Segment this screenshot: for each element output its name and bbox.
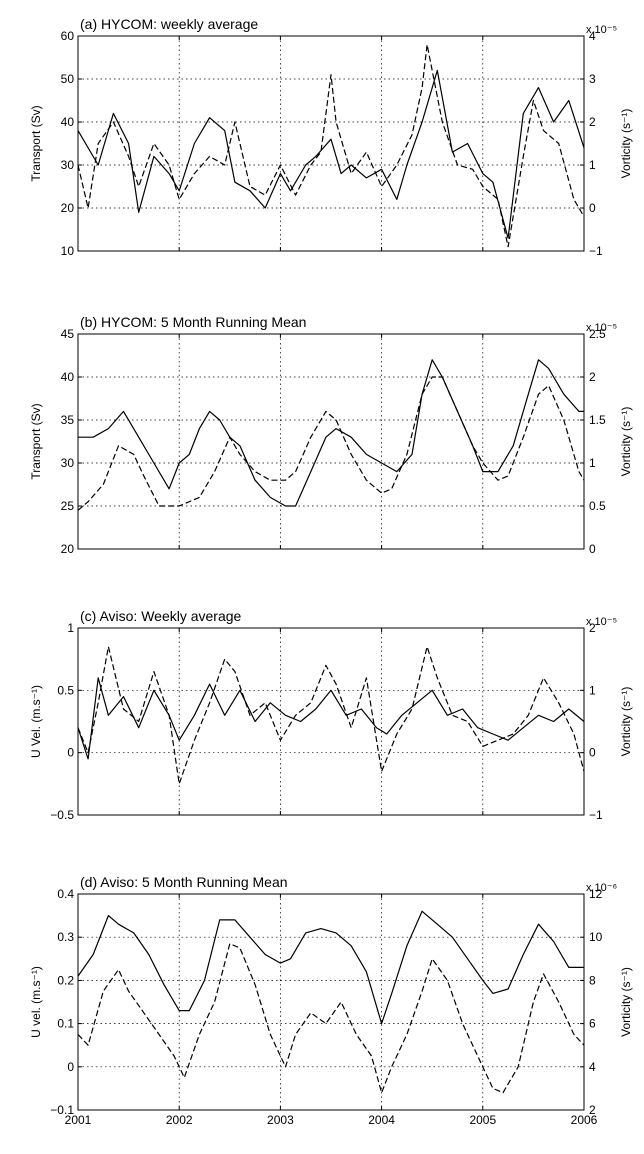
panel-title: (d) Aviso: 5 Month Running Mean [80, 874, 288, 890]
y2-tick-label: 0 [589, 746, 596, 760]
series-line-vorticity [77, 943, 585, 1094]
y2-tick-label: 0 [589, 542, 596, 556]
series-line-main [77, 677, 585, 760]
y2-axis-label: Vorticity (s⁻¹) [619, 109, 633, 179]
x-tick-label: 2002 [166, 1113, 193, 1127]
y-tick-label: 60 [61, 29, 75, 43]
y2-tick-label: 2 [589, 370, 596, 384]
plot-frame [77, 627, 585, 816]
y2-tick-label: 4 [589, 1060, 596, 1074]
y2-tick-label: 2 [589, 621, 596, 635]
y-tick-label: 30 [61, 456, 75, 470]
y2-tick-label: 1 [589, 683, 596, 697]
y-tick-label: 50 [61, 72, 75, 86]
y2-multiplier: x 10⁻⁵ [586, 24, 617, 36]
y-tick-label: −0.5 [50, 808, 74, 822]
y-axis-label: U Vel. (m.s⁻¹) [29, 685, 43, 758]
y-tick-label: 40 [61, 115, 75, 129]
y2-tick-label: 6 [589, 1017, 596, 1031]
panel-title: (c) Aviso: Weekly average [80, 608, 242, 624]
y2-multiplier: x 10⁻⁵ [586, 616, 617, 628]
series-line-vorticity [77, 376, 585, 511]
y2-tick-label: 12 [589, 887, 603, 901]
series-line-main [77, 910, 584, 1025]
y-axis-label: U vel. (m.s⁻¹) [29, 966, 43, 1038]
y-tick-label: 0.3 [57, 930, 74, 944]
y-tick-label: 0.5 [57, 683, 74, 697]
y2-tick-label: 1 [589, 456, 596, 470]
y-tick-label: 20 [61, 201, 75, 215]
y2-tick-label: 0 [589, 201, 596, 215]
y2-tick-label: −1 [589, 808, 603, 822]
y-tick-label: −0.1 [50, 1103, 74, 1117]
y-tick-label: 0.4 [57, 887, 74, 901]
y-tick-label: 25 [61, 499, 75, 513]
plot-frame [77, 35, 585, 252]
y-tick-label: 40 [61, 370, 75, 384]
y2-tick-label: 2.5 [589, 327, 606, 341]
y2-multiplier: x 10⁻⁵ [586, 322, 617, 334]
x-tick-label: 2006 [571, 1113, 598, 1127]
y-tick-label: 20 [61, 542, 75, 556]
y-tick-label: 0.2 [57, 973, 74, 987]
y2-tick-label: 10 [589, 930, 603, 944]
y2-axis-label: Vorticity (s⁻¹) [619, 967, 633, 1037]
y2-tick-label: 2 [589, 115, 596, 129]
x-tick-label: 2003 [267, 1113, 294, 1127]
y2-tick-label: 3 [589, 72, 596, 86]
y-tick-label: 1 [67, 621, 74, 635]
y-axis-label: Transport (Sv) [29, 105, 43, 181]
y-axis-label: Transport (Sv) [29, 403, 43, 479]
series-line-main [78, 359, 584, 507]
plot-frame [77, 333, 585, 550]
panel-title: (a) HYCOM: weekly average [80, 16, 258, 32]
plot-frame [77, 893, 585, 1111]
y2-tick-label: 8 [589, 973, 596, 987]
y2-tick-label: −1 [589, 244, 603, 258]
series-line-main [77, 69, 585, 239]
y2-multiplier: x 10⁻⁶ [586, 882, 617, 894]
x-tick-label: 2001 [65, 1113, 92, 1127]
y2-tick-label: 0.5 [589, 499, 606, 513]
y-tick-label: 0 [67, 1060, 74, 1074]
y2-tick-label: 1.5 [589, 413, 606, 427]
y-tick-label: 45 [61, 327, 75, 341]
y2-axis-label: Vorticity (s⁻¹) [619, 407, 633, 477]
x-tick-label: 2004 [368, 1113, 395, 1127]
y-tick-label: 0 [67, 746, 74, 760]
y-tick-label: 0.1 [57, 1017, 74, 1031]
y2-tick-label: 2 [589, 1103, 596, 1117]
x-tick-label: 2005 [469, 1113, 496, 1127]
y2-axis-label: Vorticity (s⁻¹) [619, 687, 633, 757]
y-tick-label: 10 [61, 244, 75, 258]
y2-tick-label: 4 [589, 29, 596, 43]
panel-title: (b) HYCOM: 5 Month Running Mean [80, 314, 306, 330]
series-line-vorticity [77, 646, 585, 785]
y-tick-label: 35 [61, 413, 75, 427]
y2-tick-label: 1 [589, 158, 596, 172]
y-tick-label: 30 [61, 158, 75, 172]
series-line-vorticity [77, 43, 585, 248]
